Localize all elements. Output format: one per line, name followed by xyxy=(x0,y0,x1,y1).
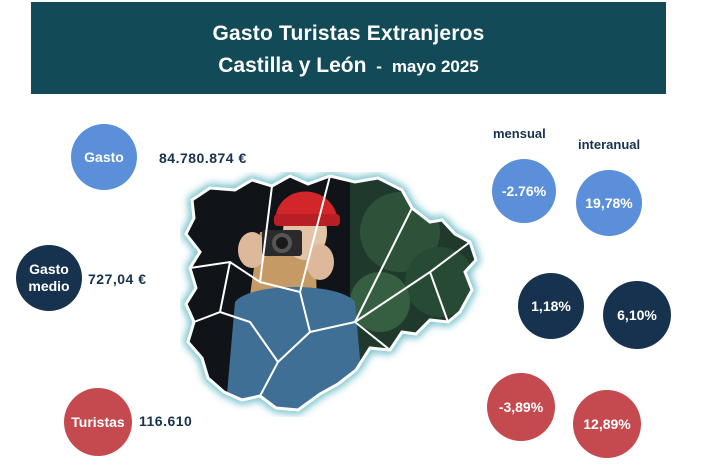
gasto-monthly-badge: -2.76% xyxy=(492,159,556,223)
header-banner: Gasto Turistas Extranjeros Castilla y Le… xyxy=(31,2,666,94)
gasto-annual-badge: 19,78% xyxy=(576,170,642,236)
column-header-monthly: mensual xyxy=(493,126,546,141)
map-photo-image xyxy=(181,171,481,415)
gasto-medio-monthly-badge: 1,18% xyxy=(518,273,584,339)
turistas-monthly-badge: -3,89% xyxy=(487,373,555,441)
turistas-annual-value: 12,89% xyxy=(583,415,631,432)
period-label: mayo 2025 xyxy=(391,57,479,76)
gasto-value: 84.780.874 € xyxy=(159,150,247,166)
page-subtitle: Castilla y León - mayo 2025 xyxy=(31,54,666,78)
gasto-medio-label: Gasto medio xyxy=(28,261,69,295)
gasto-medio-badge: Gasto medio xyxy=(16,245,82,311)
turistas-value: 116.610 xyxy=(139,413,193,429)
gasto-annual-value: 19,78% xyxy=(585,194,633,211)
turistas-badge: Turistas xyxy=(64,388,132,456)
page-title: Gasto Turistas Extranjeros xyxy=(212,22,485,45)
gasto-medio-annual-badge: 6,10% xyxy=(603,281,671,349)
gasto-medio-label-line2: medio xyxy=(28,278,70,294)
gasto-medio-annual-value: 6,10% xyxy=(617,306,657,323)
gasto-medio-monthly-value: 1,18% xyxy=(531,297,571,314)
gasto-medio-label-line1: Gasto xyxy=(29,261,69,277)
region-name: Castilla y León xyxy=(218,54,367,77)
title-separator: - xyxy=(376,57,382,76)
region-map-illustration xyxy=(180,171,485,417)
gasto-label: Gasto xyxy=(84,148,124,165)
column-header-annual: interanual xyxy=(578,137,641,152)
gasto-medio-value: 727,04 € xyxy=(88,271,147,287)
turistas-annual-badge: 12,89% xyxy=(573,390,641,458)
gasto-monthly-value: -2.76% xyxy=(501,182,547,199)
gasto-badge: Gasto xyxy=(71,124,137,190)
turistas-monthly-value: -3,89% xyxy=(498,398,544,415)
turistas-label: Turistas xyxy=(71,413,125,430)
